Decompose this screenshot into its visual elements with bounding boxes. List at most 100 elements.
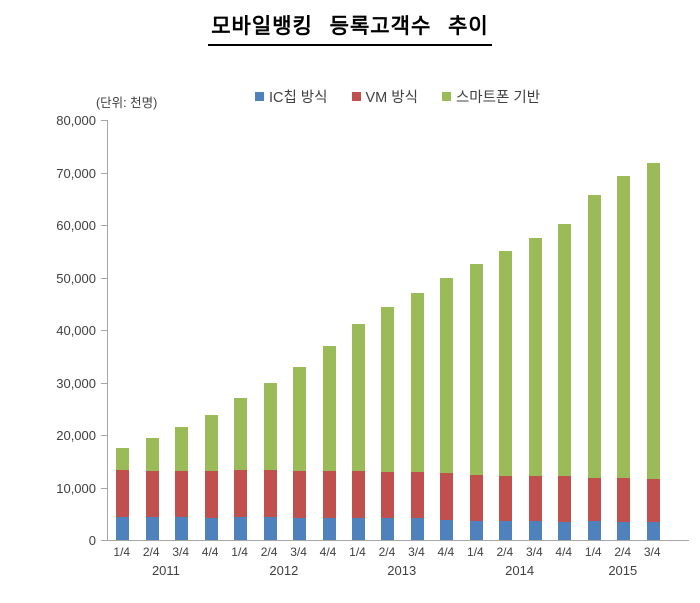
bar-segment-vm xyxy=(234,470,248,518)
y-tick-label: 20,000 xyxy=(56,428,96,443)
legend-item: 스마트폰 기반 xyxy=(441,86,540,107)
bar-segment-vm xyxy=(322,471,336,519)
bar-segment-vm xyxy=(440,472,454,520)
y-tick-mark xyxy=(101,330,107,331)
bar-segment-vm xyxy=(410,471,424,519)
bar-segment-vm xyxy=(116,470,130,517)
x-tick-label: 4/4 xyxy=(555,545,573,559)
bar-segment-vm xyxy=(293,470,307,518)
y-tick-mark xyxy=(101,382,107,384)
bar-segment-vm xyxy=(587,478,601,522)
bar-segment-ic-chip xyxy=(204,517,218,540)
bar-segment-smartphone xyxy=(528,237,542,476)
legend-marker-icon xyxy=(441,92,451,101)
bar-segment-vm xyxy=(175,471,189,518)
x-tick-label: 3/4 xyxy=(408,545,425,559)
bar-segment-vm xyxy=(469,474,483,521)
bar-segment-ic-chip xyxy=(322,518,336,540)
y-tick-label: 0 xyxy=(88,533,96,548)
legend-marker-icon xyxy=(254,92,264,101)
bar-segment-vm xyxy=(381,471,395,519)
bar-segment-ic-chip xyxy=(116,516,130,540)
y-tick-label: 70,000 xyxy=(56,165,96,181)
legend: IC칩 방식 VM 방식 스마트폰 기반 xyxy=(107,86,688,107)
bars-container xyxy=(108,120,668,540)
unit-label: (단위: 천명) xyxy=(96,96,158,110)
y-tick-mark xyxy=(101,277,107,279)
x-tick-label: 1/4 xyxy=(349,545,366,559)
legend-label: VM 방식 xyxy=(365,90,418,106)
bar-column xyxy=(558,223,572,540)
y-tick-label: 60,000 xyxy=(56,218,96,233)
x-tick-label: 1/4 xyxy=(113,545,131,559)
x-tick-label: 1/4 xyxy=(584,545,602,559)
bar-segment-smartphone xyxy=(293,366,307,471)
y-tick-label: 40,000 xyxy=(56,323,96,338)
bar-segment-smartphone xyxy=(351,324,365,471)
year-label: 2013 xyxy=(387,563,417,578)
bar-column xyxy=(587,195,601,540)
bar-segment-vm xyxy=(263,470,277,518)
legend-item: VM 방식 xyxy=(351,86,418,107)
year-label: 2011 xyxy=(151,563,180,578)
bar-segment-vm xyxy=(528,475,542,522)
bar-segment-smartphone xyxy=(469,264,483,475)
bar-column xyxy=(499,251,513,540)
bar-segment-ic-chip xyxy=(381,518,395,540)
year-label: 2014 xyxy=(505,563,535,578)
bar-column xyxy=(381,307,395,540)
bar-segment-ic-chip xyxy=(263,517,277,540)
bar-column xyxy=(234,397,248,540)
bar-segment-smartphone xyxy=(587,195,601,479)
bar-segment-vm xyxy=(646,479,660,522)
bar-segment-ic-chip xyxy=(410,518,424,540)
bar-segment-vm xyxy=(499,475,513,522)
title-row: 모바일뱅킹 등록고객수 추이 xyxy=(0,10,700,46)
y-tick-label: 10,000 xyxy=(56,480,96,496)
year-label: 2012 xyxy=(269,563,299,578)
bar-segment-vm xyxy=(351,470,365,519)
bar-segment-ic-chip xyxy=(469,520,483,540)
bar-segment-smartphone xyxy=(116,448,130,471)
bar-column xyxy=(322,345,336,540)
bar-segment-ic-chip xyxy=(617,521,631,540)
bar-column xyxy=(440,277,454,540)
y-tick-label: 30,000 xyxy=(56,375,96,391)
bar-column xyxy=(646,162,660,540)
x-tick-label: 4/4 xyxy=(319,545,337,559)
bar-segment-smartphone xyxy=(322,345,336,472)
bar-segment-ic-chip xyxy=(145,517,159,540)
bar-segment-smartphone xyxy=(617,176,631,479)
bar-column xyxy=(175,426,189,540)
x-tick-label: 4/4 xyxy=(201,545,219,559)
bar-segment-ic-chip xyxy=(234,517,248,540)
year-label: 2015 xyxy=(608,563,638,578)
x-tick-label: 3/4 xyxy=(172,545,190,559)
legend-item: IC칩 방식 xyxy=(254,86,328,107)
y-tick-mark xyxy=(101,225,107,226)
bar-segment-ic-chip xyxy=(646,521,660,540)
bar-column xyxy=(410,293,424,540)
y-tick-mark xyxy=(101,120,107,121)
bar-segment-smartphone xyxy=(145,438,159,471)
x-tick-label: 4/4 xyxy=(437,545,455,559)
bar-column xyxy=(469,264,483,540)
x-tick-label: 3/4 xyxy=(525,545,543,559)
x-tick-label: 2/4 xyxy=(142,545,160,559)
bar-segment-smartphone xyxy=(499,251,513,476)
y-tick-mark xyxy=(101,487,107,489)
bar-segment-smartphone xyxy=(410,293,424,472)
y-tick-mark xyxy=(101,435,107,436)
bar-segment-ic-chip xyxy=(558,521,572,540)
bar-segment-smartphone xyxy=(558,223,572,477)
bar-segment-ic-chip xyxy=(351,518,365,540)
plot-area xyxy=(107,120,689,541)
bar-segment-smartphone xyxy=(175,426,189,472)
bar-segment-ic-chip xyxy=(528,521,542,540)
bar-segment-smartphone xyxy=(204,415,218,472)
bar-column xyxy=(528,237,542,540)
bar-segment-vm xyxy=(558,476,572,522)
x-axis-quarter-labels: 1/4 2/4 3/4 4/4 1/4 2/4 3/4 4/4 1/4 2/4 3/4 4/4 1/4 2… xyxy=(107,545,667,559)
y-tick-mark xyxy=(101,172,107,174)
